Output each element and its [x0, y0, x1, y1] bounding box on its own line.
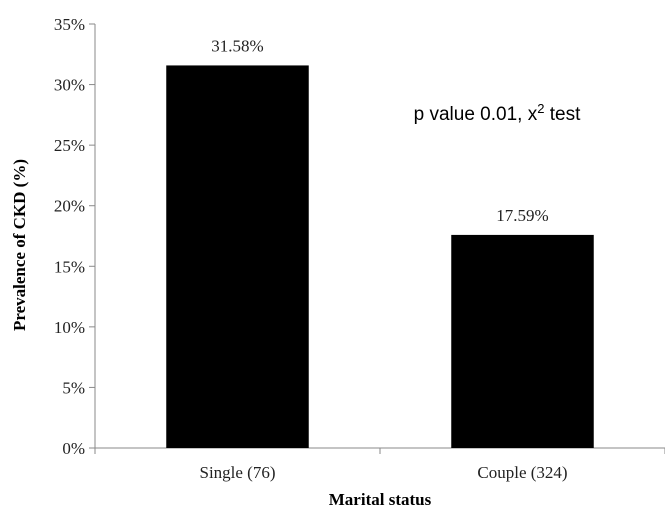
annotation-suffix: test	[544, 104, 581, 125]
plot-area: 0% 5% 10% 15% 20% 25% 30% 35% 31.58% Single (76) 1…	[54, 15, 665, 482]
y-axis-title: Prevalence of CKD (%)	[10, 159, 29, 331]
y-tick-label: 35%	[54, 15, 85, 34]
y-tick-label: 20%	[54, 197, 85, 216]
annotation-superscript: 2	[537, 101, 544, 116]
x-axis-title: Marital status	[329, 490, 432, 509]
annotation-text: p value 0.01, x2 test	[414, 101, 581, 125]
x-category-label: Single (76)	[199, 463, 275, 482]
y-tick-label: 15%	[54, 257, 85, 276]
data-label: 31.58%	[211, 36, 263, 55]
y-tick-label: 30%	[54, 76, 85, 95]
data-label: 17.59%	[496, 206, 548, 225]
y-tick-label: 25%	[54, 136, 85, 155]
x-category-label: Couple (324)	[477, 463, 567, 482]
y-tick-label: 0%	[62, 439, 85, 458]
annotation-prefix: p value 0.01, x	[414, 104, 538, 125]
bar-single	[166, 65, 309, 449]
y-tick-label: 10%	[54, 318, 85, 337]
bar-couple	[451, 234, 594, 448]
y-tick-label: 5%	[62, 378, 85, 397]
